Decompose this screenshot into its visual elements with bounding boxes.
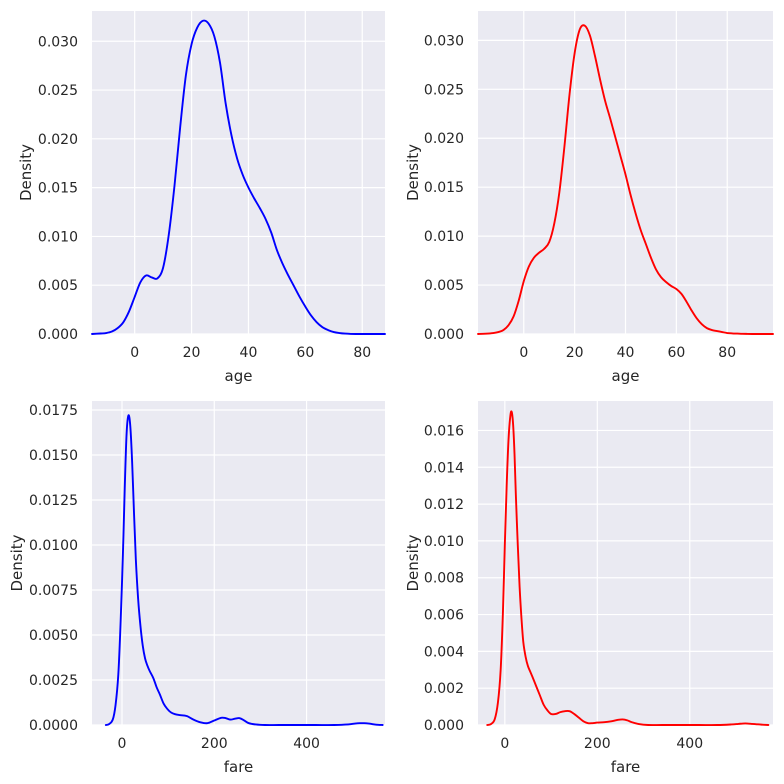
x-axis-label: fare xyxy=(224,758,254,776)
y-tick-label: 0.005 xyxy=(424,278,464,294)
y-tick-label: 0.010 xyxy=(424,229,464,245)
y-tick-label: 0.012 xyxy=(424,497,464,513)
y-axis-label: Density xyxy=(8,534,26,591)
x-tick-label: 200 xyxy=(584,736,611,752)
density-curve xyxy=(477,24,774,335)
y-tick-label: 0.0025 xyxy=(29,673,78,689)
x-tick-label: 0 xyxy=(118,736,127,752)
x-axis-label: age xyxy=(225,367,253,385)
y-axis-label: Density xyxy=(404,144,422,201)
y-tick-label: 0.000 xyxy=(38,327,78,343)
y-tick-label: 0.0050 xyxy=(29,628,78,644)
x-tick-label: 80 xyxy=(353,345,371,361)
density-curve xyxy=(104,414,384,726)
y-tick-label: 0.010 xyxy=(424,534,464,550)
y-tick-label: 0.0075 xyxy=(29,583,78,599)
y-tick-label: 0.005 xyxy=(38,278,78,294)
x-tick-label: 0 xyxy=(500,736,509,752)
x-tick-label: 20 xyxy=(183,345,201,361)
x-tick-label: 20 xyxy=(566,345,584,361)
fare-density-red-panel: 0.000 0.002 0.004 0.006 0.008 0.010 0.012 0.014… xyxy=(404,401,773,776)
y-tick-label: 0.0000 xyxy=(29,718,78,734)
y-tick-label: 0.025 xyxy=(38,83,78,99)
y-axis-label: Density xyxy=(17,144,35,201)
y-tick-label: 0.014 xyxy=(424,460,464,476)
y-tick-label: 0.0150 xyxy=(29,448,78,464)
x-tick-label: 200 xyxy=(201,736,228,752)
y-tick-label: 0.020 xyxy=(38,132,78,148)
x-tick-label: 40 xyxy=(617,345,635,361)
density-curve xyxy=(91,19,386,335)
y-tick-label: 0.015 xyxy=(424,180,464,196)
age-density-blue-panel: 0.000 0.005 0.010 0.015 0.020 0.025 0.030 0 20 40… xyxy=(17,11,386,385)
x-tick-label: 60 xyxy=(296,345,314,361)
x-tick-label: 0 xyxy=(130,345,139,361)
y-tick-label: 0.016 xyxy=(424,423,464,439)
y-tick-label: 0.000 xyxy=(424,327,464,343)
y-tick-label: 0.002 xyxy=(424,681,464,697)
age-density-red-panel: 0.000 0.005 0.010 0.015 0.020 0.025 0.030 0 20 40… xyxy=(404,11,774,385)
y-tick-label: 0.0175 xyxy=(29,403,78,419)
y-tick-label: 0.020 xyxy=(424,131,464,147)
x-tick-label: 400 xyxy=(676,736,703,752)
x-tick-label: 400 xyxy=(293,736,320,752)
y-tick-label: 0.0125 xyxy=(29,493,78,509)
x-axis-label: age xyxy=(612,367,640,385)
y-tick-label: 0.025 xyxy=(424,82,464,98)
x-tick-label: 40 xyxy=(240,345,258,361)
y-tick-label: 0.0100 xyxy=(29,538,78,554)
y-tick-label: 0.008 xyxy=(424,571,464,587)
x-tick-label: 0 xyxy=(519,345,528,361)
y-tick-label: 0.000 xyxy=(424,718,464,734)
y-axis-label: Density xyxy=(404,534,422,591)
x-tick-label: 80 xyxy=(718,345,736,361)
y-tick-label: 0.006 xyxy=(424,608,464,624)
y-tick-label: 0.004 xyxy=(424,644,464,660)
x-axis-label: fare xyxy=(611,758,641,776)
y-tick-label: 0.030 xyxy=(38,34,78,50)
y-tick-label: 0.010 xyxy=(38,229,78,245)
y-tick-label: 0.015 xyxy=(38,181,78,197)
x-tick-label: 60 xyxy=(667,345,685,361)
fare-density-blue-panel: 0.0000 0.0025 0.0050 0.0075 0.0100 0.0125 0.01… xyxy=(8,401,385,776)
density-curve xyxy=(486,410,770,727)
plot-area xyxy=(478,401,773,725)
y-tick-label: 0.030 xyxy=(424,33,464,49)
